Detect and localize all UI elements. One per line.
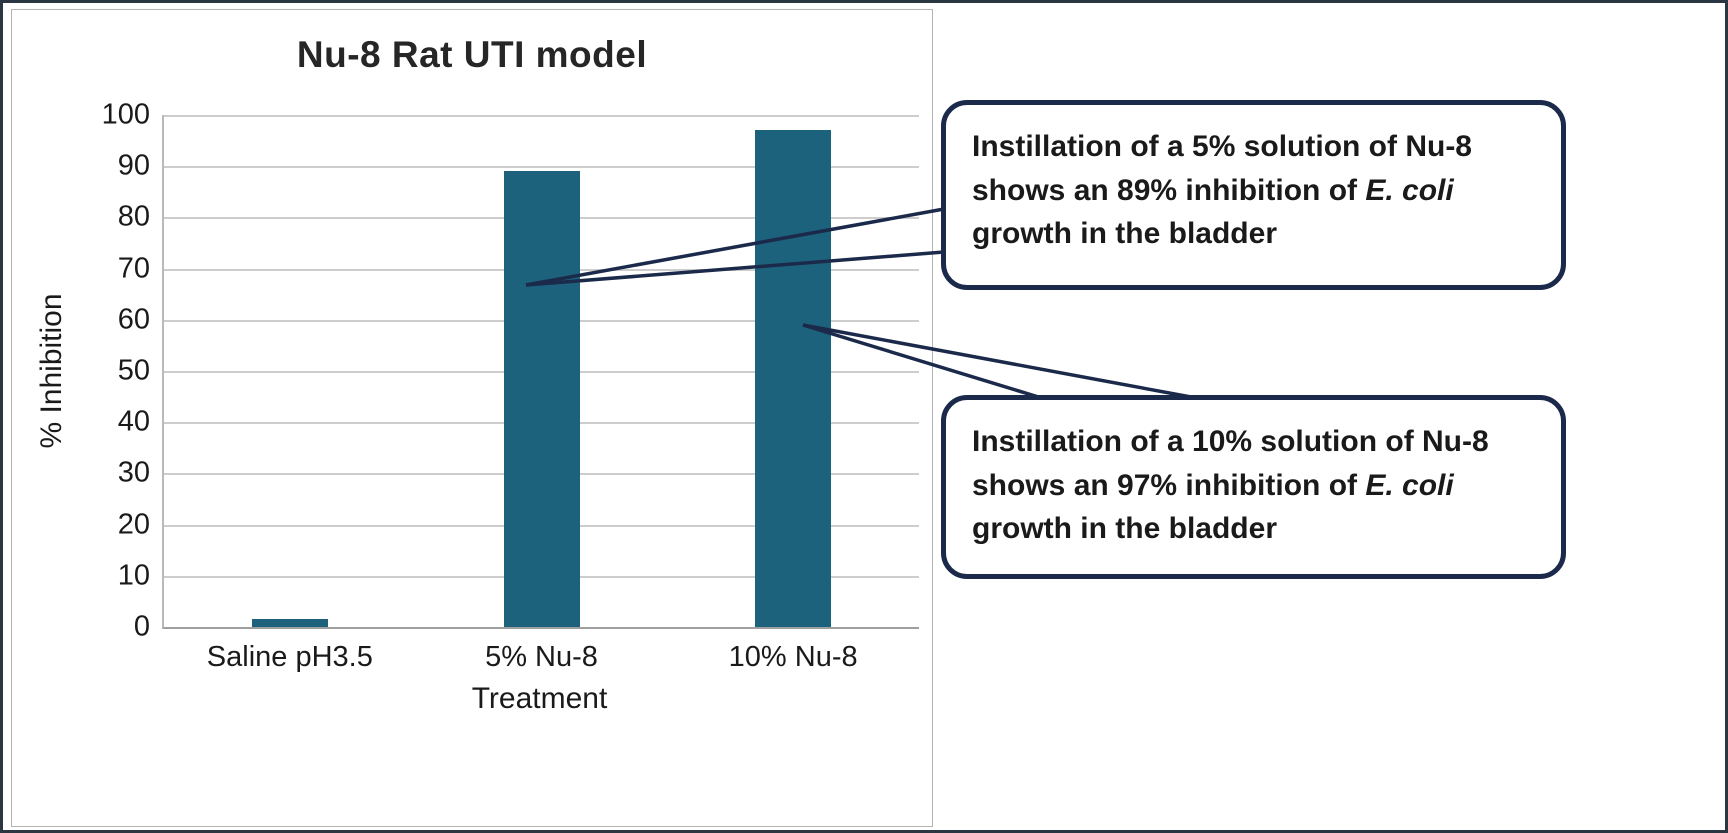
callout-5-percent: Instillation of a 5% solution of Nu-8 sh…	[941, 100, 1566, 290]
italic-text-segment: E. coli	[1365, 468, 1454, 502]
gridline	[164, 115, 919, 117]
callout-10-percent: Instillation of a 10% solution of Nu-8 s…	[941, 395, 1566, 579]
y-tick-label: 50	[117, 354, 150, 387]
y-tick-label: 20	[117, 508, 150, 541]
y-tick-label: 100	[101, 98, 150, 131]
y-tick-label: 90	[117, 149, 150, 182]
x-tick-label: Saline pH3.5	[206, 641, 373, 673]
y-tick-label: 30	[117, 456, 150, 489]
y-tick-label: 10	[117, 559, 150, 592]
x-tick-label: 10% Nu-8	[728, 641, 858, 673]
y-tick-label: 80	[117, 200, 150, 233]
italic-text-segment: E. coli	[1365, 173, 1454, 207]
text-segment: growth in the bladder	[972, 217, 1277, 250]
bar-chart: Nu-8 Rat UTI model 0 10 20 30 40 50 60 70 80 90 10…	[11, 9, 933, 827]
bar-saline-ph3-5	[251, 619, 328, 627]
y-axis-title: % Inhibition	[35, 293, 68, 449]
callout-10-percent-text: Instillation of a 10% solution of Nu-8 s…	[972, 420, 1535, 551]
text-segment: Instillation of a 10% solution of Nu-8 s…	[972, 425, 1489, 502]
callout-5-percent-text: Instillation of a 5% solution of Nu-8 sh…	[972, 125, 1535, 256]
plot-area: 0 10 20 30 40 50 60 70 80 90 100 Saline pH3.5 5% Nu-…	[102, 99, 919, 673]
bar-5-nu-8	[503, 171, 580, 627]
text-segment: growth in the bladder	[972, 512, 1277, 545]
chart-title: Nu-8 Rat UTI model	[296, 34, 648, 75]
y-tick-label: 40	[117, 405, 150, 438]
bar-10-nu-8	[755, 130, 832, 627]
x-axis-title: Treatment	[471, 682, 608, 715]
gridline	[164, 166, 919, 169]
text-segment: Instillation of a 5% solution of Nu-8 sh…	[972, 130, 1472, 207]
x-tick-label: 5% Nu-8	[485, 641, 598, 673]
y-tick-label: 70	[117, 252, 150, 285]
y-tick-label: 0	[133, 610, 150, 643]
y-tick-label: 60	[117, 303, 150, 336]
